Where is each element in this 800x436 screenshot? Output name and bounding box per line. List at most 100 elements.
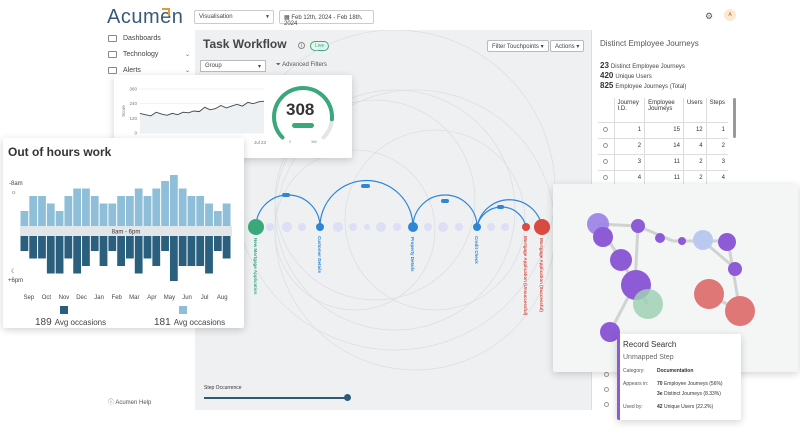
help-link[interactable]: ⓘ Acumen Help [108, 397, 151, 406]
workflow-node[interactable] [248, 219, 264, 235]
radio-icon[interactable] [604, 387, 609, 392]
workflow-node[interactable] [316, 223, 324, 231]
workflow-node[interactable] [408, 222, 418, 232]
actions-button[interactable]: Actions ▾ [550, 40, 585, 52]
bar-before-8am[interactable] [222, 203, 231, 227]
bar-after-6pm[interactable] [196, 236, 205, 266]
graph-node[interactable] [631, 219, 645, 233]
bar-after-6pm[interactable] [161, 236, 169, 251]
workflow-node[interactable] [534, 219, 550, 235]
table-row[interactable]: 2 14 4 2 [598, 138, 728, 155]
graph-node[interactable] [655, 233, 665, 243]
bar-before-8am[interactable] [126, 196, 134, 226]
bar-before-8am[interactable] [55, 211, 64, 226]
bar-after-6pm[interactable] [143, 236, 152, 259]
bar-before-8am[interactable] [134, 188, 143, 227]
info-icon[interactable]: i [298, 42, 305, 49]
bar-after-6pm[interactable] [117, 236, 125, 266]
bar-before-8am[interactable] [20, 211, 29, 226]
gear-icon[interactable]: ⚙ [705, 11, 714, 21]
column-header[interactable]: Steps [705, 98, 728, 123]
bar-after-6pm[interactable] [20, 236, 29, 251]
column-header[interactable]: Journey I.D. [613, 98, 645, 123]
sidebar-item-dashboards[interactable]: Dashboards [108, 35, 190, 42]
sidebar-item-alerts[interactable]: Alerts ⌄ [108, 67, 190, 74]
bar-before-8am[interactable] [178, 188, 187, 227]
radio-icon[interactable] [603, 142, 609, 148]
bar-after-6pm[interactable] [152, 236, 161, 266]
radio-icon[interactable] [603, 126, 609, 132]
bar-after-6pm[interactable] [46, 236, 55, 274]
radio-icon[interactable] [603, 174, 609, 180]
bar-after-6pm[interactable] [205, 236, 213, 274]
graph-node[interactable] [678, 237, 686, 245]
bar-after-6pm[interactable] [108, 236, 117, 251]
bar-after-6pm[interactable] [82, 236, 90, 266]
bar-after-6pm[interactable] [64, 236, 73, 259]
bar-after-6pm[interactable] [178, 236, 187, 266]
table-row[interactable]: 1 15 12 1 [598, 122, 728, 139]
bar-before-8am[interactable] [38, 196, 46, 226]
bar-after-6pm[interactable] [90, 236, 99, 251]
bar-before-8am[interactable] [29, 196, 38, 226]
bar-before-8am[interactable] [161, 181, 169, 226]
bar-before-8am[interactable] [90, 196, 99, 226]
graph-node[interactable] [600, 322, 620, 342]
bar-before-8am[interactable] [73, 188, 82, 227]
table-row[interactable]: 3 11 2 3 [598, 154, 728, 171]
bar-after-6pm[interactable] [134, 236, 143, 274]
bar-before-8am[interactable] [152, 188, 161, 227]
bar-before-8am[interactable] [169, 175, 178, 226]
graph-node[interactable] [718, 233, 736, 251]
column-header[interactable]: Users [682, 98, 707, 123]
graph-node[interactable] [725, 296, 755, 326]
bar-after-6pm[interactable] [126, 236, 134, 259]
bar-after-6pm[interactable] [29, 236, 38, 259]
radio-icon[interactable] [604, 372, 609, 377]
bar-after-6pm[interactable] [222, 236, 231, 259]
graph-node[interactable] [728, 262, 742, 276]
bar-before-8am[interactable] [117, 196, 125, 226]
workflow-node[interactable] [522, 223, 530, 231]
bar-before-8am[interactable] [64, 196, 73, 226]
graph-node[interactable] [610, 249, 632, 271]
bar-before-8am[interactable] [187, 196, 196, 226]
row-radio[interactable] [598, 154, 614, 171]
advanced-filters-button[interactable]: ⏷ Advanced Filters [276, 62, 327, 69]
bar-after-6pm[interactable] [99, 236, 108, 266]
bar-after-6pm[interactable] [213, 236, 222, 251]
graph-node[interactable] [693, 230, 713, 250]
bar-after-6pm[interactable] [55, 236, 64, 274]
graph-node[interactable] [593, 227, 613, 247]
step-occurrence-slider[interactable] [204, 397, 349, 399]
bar-before-8am[interactable] [213, 211, 222, 226]
graph-node[interactable] [633, 289, 663, 319]
row-radio[interactable] [598, 122, 614, 139]
column-header[interactable]: Employee Journeys [644, 98, 684, 123]
table-scrollbar[interactable] [733, 98, 736, 138]
bar-before-8am[interactable] [196, 196, 205, 226]
table-row[interactable]: 4 11 2 4 [598, 170, 728, 187]
bar-before-8am[interactable] [82, 188, 90, 227]
graph-node[interactable] [694, 279, 724, 309]
filter-touchpoints-button[interactable]: Filter Touchpoints ▾ [487, 40, 549, 52]
bar-after-6pm[interactable] [187, 236, 196, 266]
sidebar-item-technology[interactable]: Technology ⌄ [108, 51, 190, 58]
bar-before-8am[interactable] [108, 203, 117, 227]
view-select[interactable]: Visualisation ▼ [194, 10, 274, 24]
bar-before-8am[interactable] [46, 203, 55, 227]
slider-handle[interactable] [344, 394, 351, 401]
radio-icon[interactable] [603, 158, 609, 164]
row-radio[interactable] [598, 138, 614, 155]
bar-after-6pm[interactable] [169, 236, 178, 281]
avatar[interactable]: A [724, 9, 736, 21]
bar-after-6pm[interactable] [38, 236, 46, 259]
bar-before-8am[interactable] [99, 203, 108, 227]
workflow-node[interactable] [473, 223, 481, 231]
bar-before-8am[interactable] [205, 203, 213, 227]
group-select[interactable]: Group ▾ [200, 60, 266, 72]
radio-icon[interactable] [604, 402, 609, 407]
bar-after-6pm[interactable] [73, 236, 82, 274]
bar-before-8am[interactable] [143, 196, 152, 226]
date-range-picker[interactable]: ▦ Feb 12th, 2024 - Feb 18th, 2024 [279, 10, 374, 27]
